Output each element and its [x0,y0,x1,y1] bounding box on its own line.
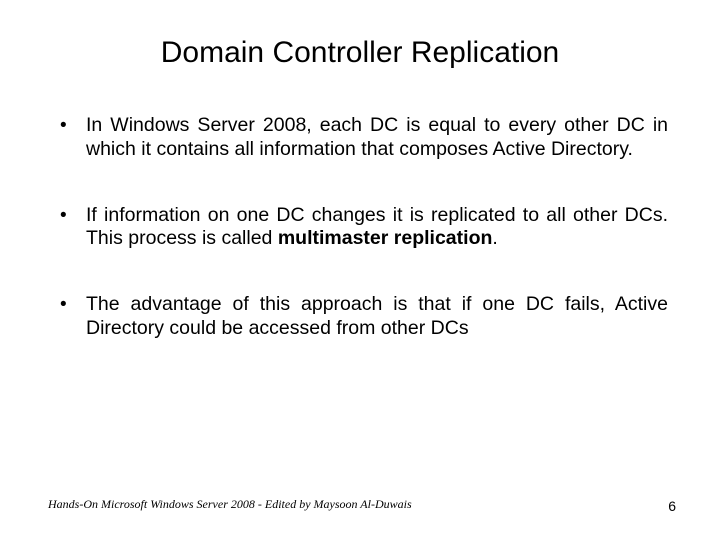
bullet-text-bold: multimaster replication [278,227,493,249]
bullet-list: In Windows Server 2008, each DC is equal… [52,114,668,341]
bullet-text-suffix: . [492,227,497,249]
slide: Domain Controller Replication In Windows… [0,0,720,540]
bullet-item: If information on one DC changes it is r… [52,204,668,252]
bullet-text: In Windows Server 2008, each DC is equal… [86,114,668,160]
bullet-text: The advantage of this approach is that i… [86,293,668,339]
bullet-item: In Windows Server 2008, each DC is equal… [52,114,668,162]
slide-title: Domain Controller Replication [0,0,720,78]
bullet-item: The advantage of this approach is that i… [52,293,668,341]
page-number: 6 [668,498,676,514]
footer-citation: Hands-On Microsoft Windows Server 2008 -… [48,497,412,512]
slide-body: In Windows Server 2008, each DC is equal… [0,78,720,341]
